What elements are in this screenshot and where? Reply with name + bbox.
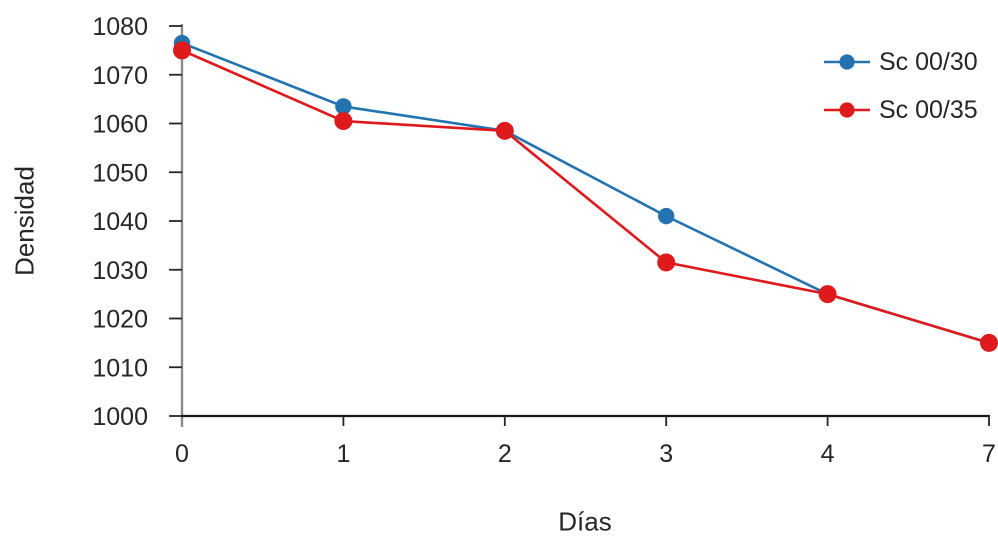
data-point-sc-00-35-x1 <box>334 112 353 131</box>
data-point-sc-00-35-x0 <box>173 41 191 60</box>
y-tick-label: 1050 <box>92 159 148 187</box>
data-point-sc-00-30-x1 <box>335 98 352 115</box>
legend-marker-sc-00-30 <box>824 54 870 70</box>
legend: Sc 00/30 Sc 00/35 <box>824 42 978 130</box>
x-axis-title: Días <box>558 506 612 537</box>
x-tick-label: 3 <box>659 440 673 468</box>
y-tick-label: 1060 <box>92 111 148 139</box>
legend-label-sc-00-30: Sc 00/30 <box>879 47 978 76</box>
y-tick-label: 1080 <box>92 13 148 41</box>
y-tick-label: 1070 <box>92 62 148 90</box>
y-tick-label: 1040 <box>92 208 148 236</box>
legend-marker-sc-00-35 <box>824 102 870 118</box>
data-point-sc-00-35-x7 <box>980 333 998 352</box>
x-tick-label: 1 <box>336 440 350 468</box>
x-tick-label: 2 <box>498 440 512 468</box>
y-tick-label: 1000 <box>92 403 148 431</box>
data-point-sc-00-35-x3 <box>657 253 676 272</box>
y-tick-label: 1010 <box>92 354 148 382</box>
y-axis-title: Densidad <box>9 166 40 276</box>
series-line-sc-00-35 <box>181 49 990 345</box>
legend-item-sc-00-30: Sc 00/30 <box>824 42 978 82</box>
data-point-sc-00-30-x3 <box>658 207 675 225</box>
legend-label-sc-00-35: Sc 00/35 <box>879 95 978 124</box>
data-point-sc-00-35-x2 <box>495 121 514 140</box>
x-tick-label: 4 <box>821 440 835 468</box>
x-tick-label: 7 <box>982 440 996 468</box>
y-tick-label: 1020 <box>92 306 148 334</box>
legend-item-sc-00-35: Sc 00/35 <box>824 90 978 130</box>
x-tick-label: 0 <box>175 440 189 468</box>
y-tick-label: 1030 <box>92 257 148 285</box>
data-point-sc-00-35-x4 <box>818 285 837 304</box>
